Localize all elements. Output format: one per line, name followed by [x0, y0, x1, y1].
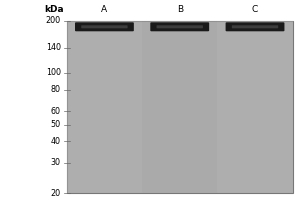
- Text: 80: 80: [51, 85, 61, 94]
- Text: 200: 200: [46, 16, 61, 25]
- Text: 100: 100: [46, 68, 61, 77]
- Bar: [67, 21, 293, 193]
- FancyBboxPatch shape: [232, 25, 278, 28]
- Bar: [67, 21, 142, 193]
- FancyBboxPatch shape: [226, 22, 284, 31]
- FancyBboxPatch shape: [150, 22, 209, 31]
- FancyBboxPatch shape: [75, 22, 134, 31]
- Text: 20: 20: [51, 189, 61, 198]
- FancyBboxPatch shape: [81, 25, 128, 28]
- Text: A: A: [101, 5, 107, 14]
- Text: 50: 50: [51, 120, 61, 129]
- Text: 140: 140: [46, 43, 61, 52]
- Text: 60: 60: [51, 107, 61, 116]
- Text: kDa: kDa: [44, 5, 64, 14]
- Text: 30: 30: [51, 158, 61, 167]
- Bar: [142, 21, 218, 193]
- Bar: [218, 21, 293, 193]
- Text: B: B: [177, 5, 183, 14]
- FancyBboxPatch shape: [157, 25, 203, 28]
- Text: C: C: [252, 5, 258, 14]
- Text: 40: 40: [51, 137, 61, 146]
